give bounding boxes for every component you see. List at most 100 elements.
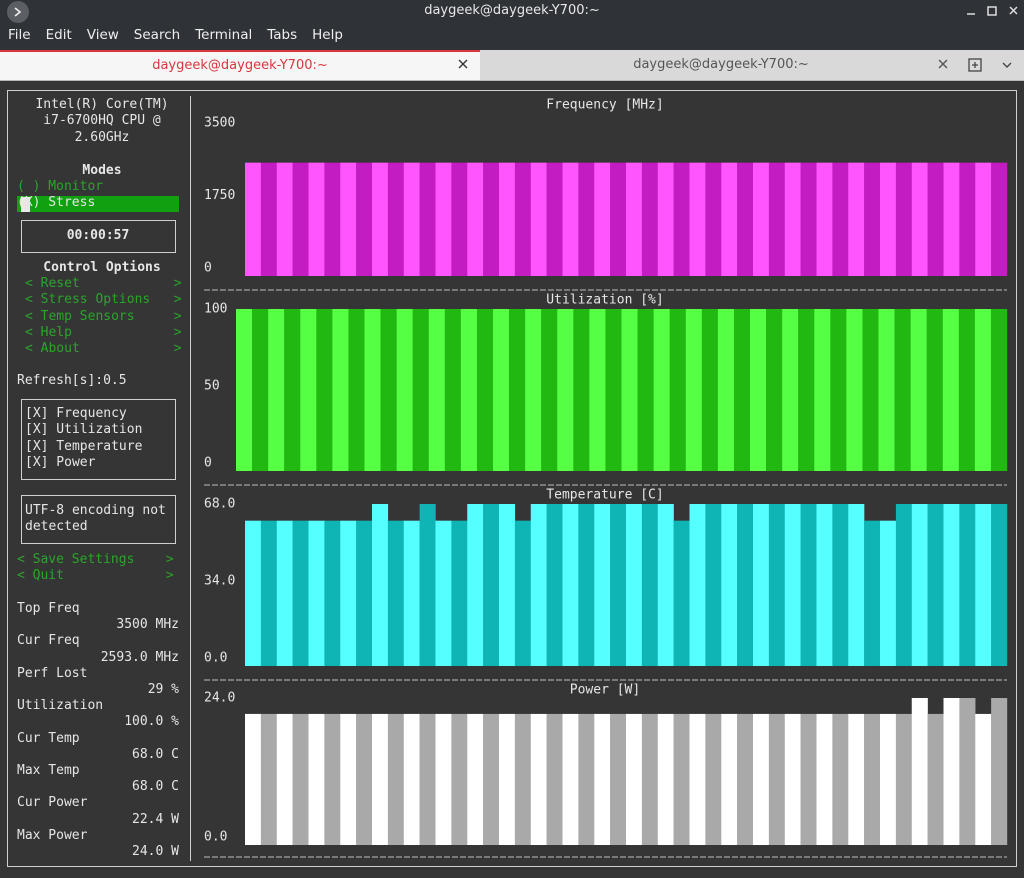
- menu-item[interactable]: View: [86, 27, 119, 43]
- bar: [894, 309, 911, 471]
- control-button[interactable]: < Reset >: [25, 276, 182, 291]
- bar: [396, 309, 413, 471]
- bar: [911, 504, 928, 666]
- bar: [260, 162, 277, 276]
- bar: [637, 309, 654, 471]
- bar: [610, 162, 627, 276]
- bar: [364, 309, 381, 471]
- graph-toggle[interactable]: [X] Frequency: [25, 406, 127, 421]
- chart-title: Temperature [C]: [546, 488, 663, 503]
- bar: [689, 162, 706, 276]
- control-button[interactable]: < Help >: [25, 324, 182, 340]
- app-icon[interactable]: [7, 1, 29, 23]
- title-bar: daygeek@daygeek-Y700:~ File Edit View Searc…: [0, 0, 1024, 50]
- bar: [846, 309, 863, 471]
- menu-item[interactable]: Help: [312, 27, 343, 43]
- stat-label: Max Temp: [17, 763, 80, 778]
- menu-item[interactable]: Tabs: [267, 27, 298, 43]
- bar: [444, 309, 462, 471]
- control-button[interactable]: < Temp Sensors >: [25, 308, 182, 324]
- tab[interactable]: daygeek@daygeek-Y700:~: [633, 57, 809, 72]
- bar: [435, 162, 452, 276]
- bar: [292, 520, 309, 666]
- bar: [830, 309, 847, 471]
- bar: [641, 504, 658, 666]
- bar: [451, 520, 468, 666]
- bar: [605, 309, 622, 471]
- bar: [356, 520, 373, 666]
- bar: [372, 162, 389, 276]
- bar: [594, 162, 611, 276]
- bar: [340, 162, 357, 276]
- bar: [673, 520, 690, 666]
- bar: [621, 309, 638, 471]
- graph-toggle[interactable]: [X] Temperature: [25, 438, 143, 454]
- bar: [832, 504, 849, 666]
- control-button[interactable]: < Stress Options >: [25, 292, 182, 308]
- bar: [236, 309, 253, 471]
- bar: [895, 504, 912, 666]
- bar: [412, 309, 429, 471]
- stat-label: Top Freq: [17, 601, 80, 616]
- bar: [862, 309, 879, 471]
- bar: [943, 698, 960, 845]
- menu-item[interactable]: File: [8, 27, 31, 43]
- stat-label: Cur Temp: [17, 730, 80, 746]
- bar: [784, 713, 801, 845]
- bar: [991, 162, 1008, 276]
- stat-value: 29 %: [147, 682, 179, 697]
- bar: [530, 504, 547, 666]
- menu-item[interactable]: Search: [133, 27, 181, 43]
- graph-toggle[interactable]: [X] Utilization: [25, 422, 143, 438]
- bar: [705, 713, 722, 845]
- bar: [685, 309, 703, 471]
- bar: [895, 713, 912, 845]
- chart-title: Utilization [%]: [546, 293, 663, 308]
- chart-title: Frequency [MHz]: [546, 98, 663, 113]
- tab[interactable]: daygeek@daygeek-Y700:~: [0, 50, 480, 80]
- bar: [403, 520, 420, 666]
- bar: [573, 309, 590, 471]
- bar: [460, 309, 478, 471]
- bar: [798, 309, 815, 471]
- settings-button[interactable]: < Save Settings >: [17, 552, 174, 567]
- bar: [753, 162, 770, 276]
- bar: [737, 504, 754, 666]
- bar: [292, 162, 309, 276]
- close[interactable]: [1009, 6, 1018, 15]
- bar: [975, 504, 992, 666]
- stat-value: 68.0 C: [132, 779, 179, 795]
- bar: [467, 713, 484, 845]
- mode-option[interactable]: (X) Stress: [17, 195, 96, 210]
- menu-item[interactable]: Terminal: [195, 27, 253, 43]
- mode-option[interactable]: ( ) Monitor: [17, 179, 104, 194]
- bar: [927, 713, 944, 845]
- bar: [816, 713, 833, 845]
- bar: [356, 162, 373, 276]
- bar: [750, 309, 767, 471]
- control-button[interactable]: < About >: [25, 341, 182, 356]
- y-tick-label: 0: [204, 261, 212, 276]
- bar: [848, 504, 865, 666]
- bar: [911, 162, 928, 276]
- bar: [911, 698, 928, 845]
- maximize[interactable]: [987, 6, 997, 16]
- graph-toggle[interactable]: [X] Power: [25, 454, 96, 470]
- bar: [332, 309, 349, 471]
- bar: [942, 309, 960, 471]
- refresh-rate[interactable]: Refresh[s]:0.5: [17, 373, 127, 388]
- bar: [308, 520, 325, 666]
- menu-item[interactable]: Edit: [45, 27, 72, 43]
- bar: [514, 713, 531, 845]
- bar: [832, 713, 849, 845]
- stat-value: 22.4 W: [132, 811, 179, 827]
- bar: [878, 309, 895, 471]
- bar: [428, 309, 446, 471]
- y-tick-label: 24.0: [204, 691, 235, 706]
- bar: [514, 520, 531, 666]
- bar: [669, 309, 686, 471]
- bar: [245, 162, 262, 276]
- settings-button[interactable]: < Quit >: [17, 568, 174, 584]
- bar: [737, 713, 754, 845]
- menu-bar: File Edit View Search Terminal Tabs Help: [8, 27, 358, 43]
